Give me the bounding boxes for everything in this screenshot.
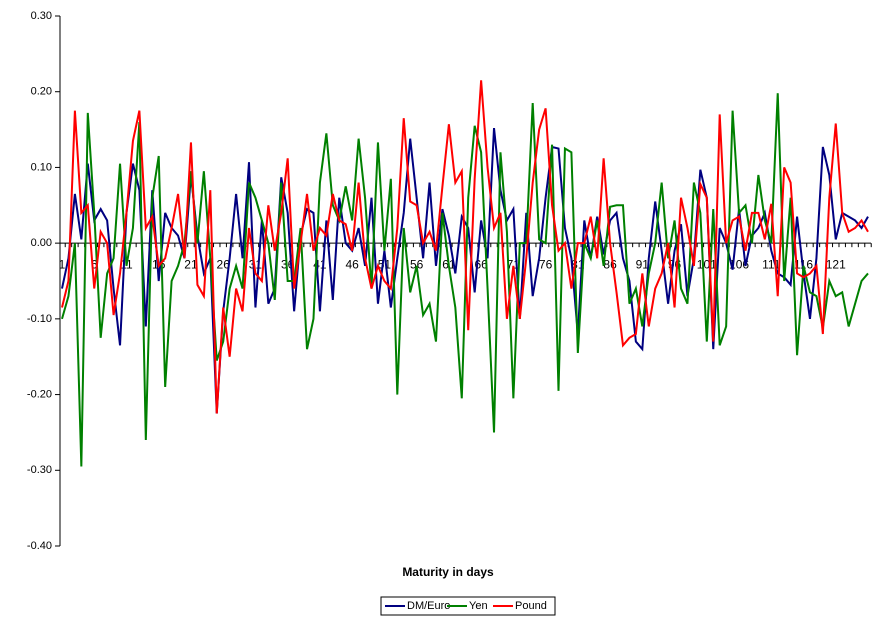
x-axis-title: Maturity in days [402,565,494,579]
x-tick-label: 116 [794,257,813,271]
y-tick-label: 0.30 [31,10,52,22]
y-tick-label: 0.10 [31,161,52,173]
series-line [61,93,869,467]
x-tick-label: 26 [217,257,231,271]
x-tick-label: 6 [91,257,98,271]
y-tick-label: -0.20 [27,388,52,400]
x-tick-label: 21 [184,257,198,271]
legend-box [380,596,556,616]
y-tick-label: 0.00 [31,237,52,249]
x-tick-label: 76 [539,257,553,271]
x-tick-label: 51 [378,257,392,271]
x-tick-label: 101 [697,257,717,271]
x-tick-label: 86 [603,257,617,271]
x-tick-label: 121 [826,257,846,271]
x-tick-label: 46 [345,257,359,271]
y-tick-label: -0.40 [27,540,52,552]
legend-label: Pound [515,600,547,612]
x-tick-label: 91 [636,257,650,271]
y-tick-label: -0.10 [27,313,52,325]
legend-label: DM/Euro [407,600,450,612]
series-line [61,80,869,414]
legend-label: Yen [469,600,488,612]
y-tick-label: -0.30 [27,464,52,476]
x-tick-label: 56 [410,257,424,271]
x-tick-label: 111 [762,257,781,271]
x-tick-label: 1 [59,257,66,271]
y-tick-label: 0.20 [31,86,52,98]
